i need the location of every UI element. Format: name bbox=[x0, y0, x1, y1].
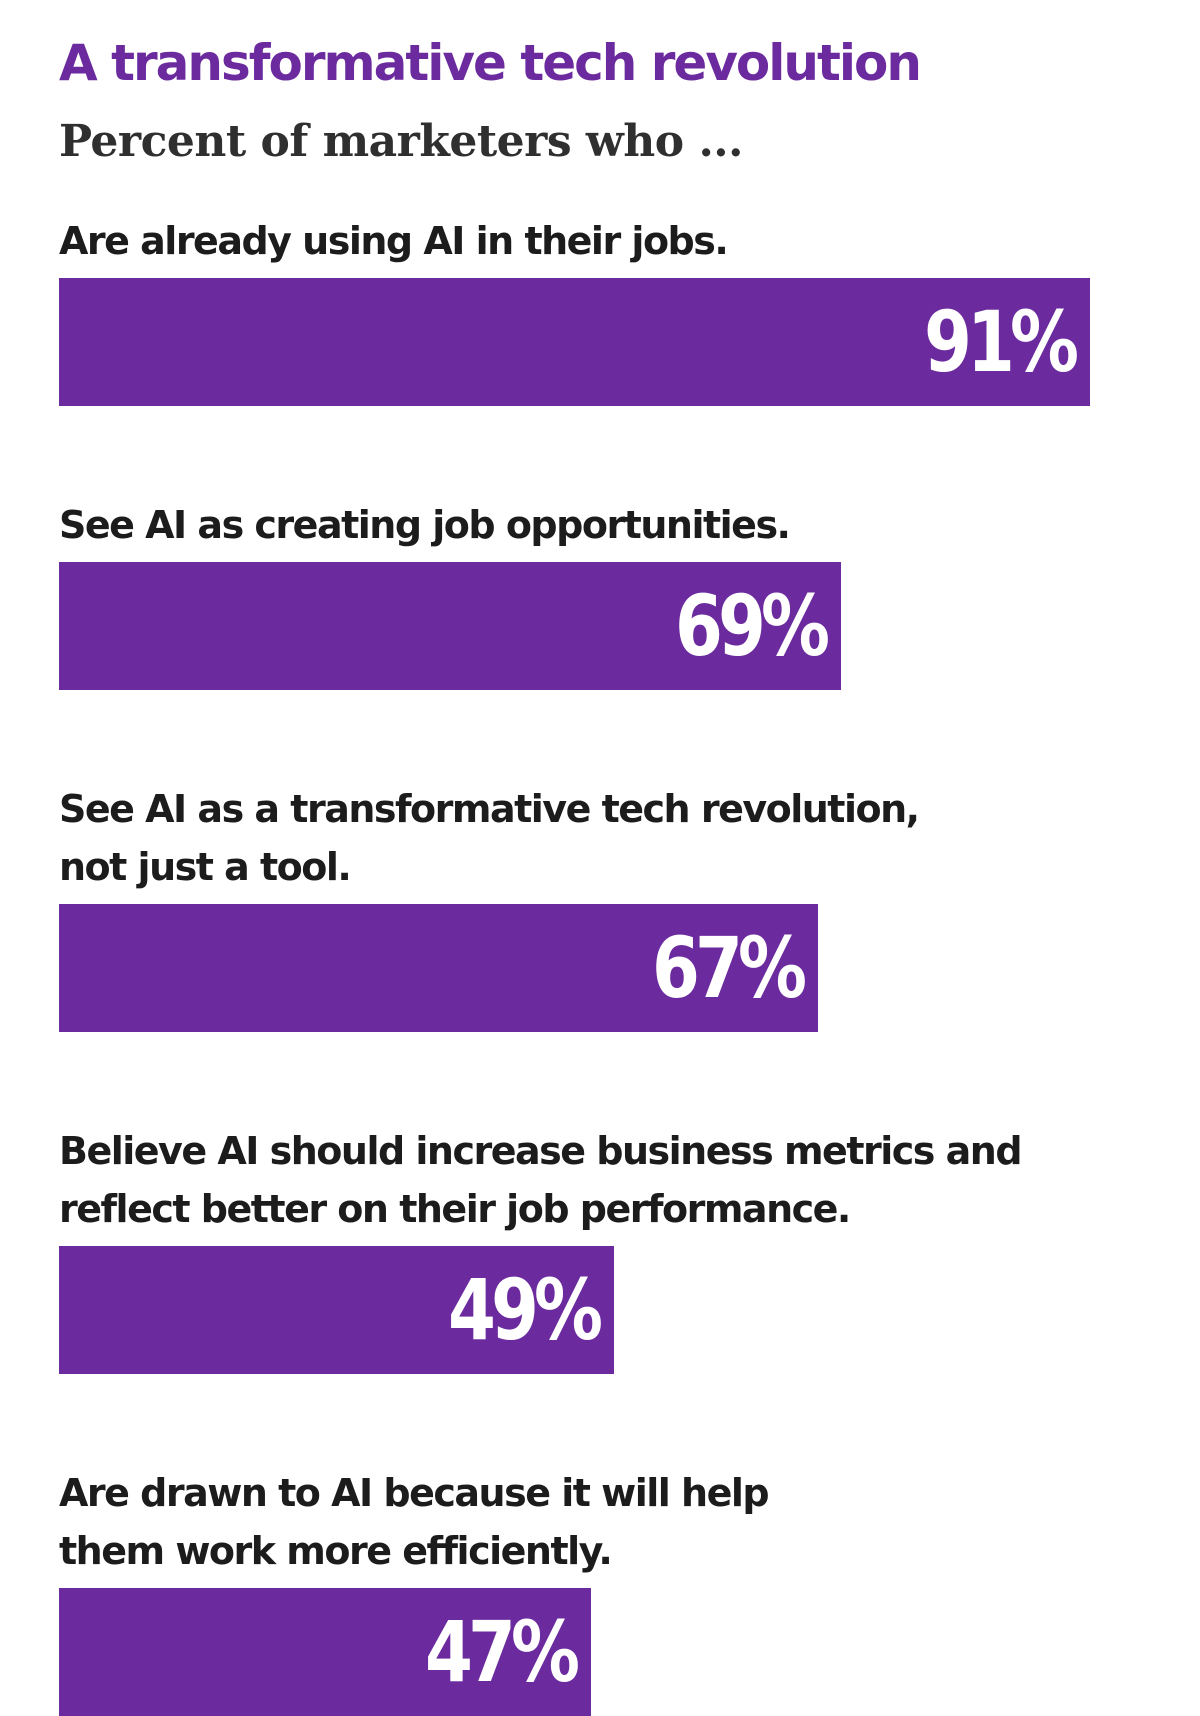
bar-value-label: 69% bbox=[674, 577, 830, 675]
bar-value-label: 91% bbox=[923, 293, 1079, 391]
bar-label: See AI as a transformative tech revoluti… bbox=[59, 787, 920, 831]
bar-value-label: 49% bbox=[447, 1261, 603, 1359]
bar: 49% bbox=[59, 1246, 614, 1374]
bar-label: reflect better on their job performance. bbox=[59, 1187, 851, 1231]
bar-label: Are already using AI in their jobs. bbox=[59, 219, 729, 263]
bar-label: Believe AI should increase business metr… bbox=[59, 1129, 1023, 1173]
bar-value-label: 67% bbox=[651, 919, 807, 1017]
bar-label: not just a tool. bbox=[59, 845, 352, 889]
bar: 69% bbox=[59, 562, 841, 690]
chart-subtitle: Percent of marketers who ... bbox=[59, 116, 743, 167]
bar-label: Are drawn to AI because it will help bbox=[59, 1471, 770, 1515]
bar: 91% bbox=[59, 278, 1090, 406]
bar-value-label: 47% bbox=[424, 1603, 580, 1701]
bar-label: them work more efficiently. bbox=[59, 1529, 613, 1573]
chart-title: A transformative tech revolution bbox=[59, 34, 922, 92]
bar: 67% bbox=[59, 904, 818, 1032]
bar: 47% bbox=[59, 1588, 591, 1716]
bar-label: See AI as creating job opportunities. bbox=[59, 503, 791, 547]
